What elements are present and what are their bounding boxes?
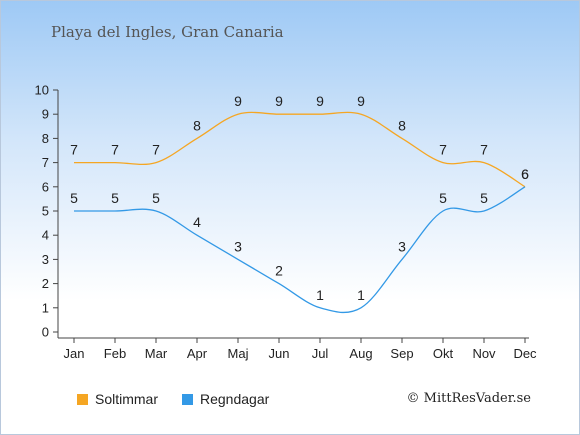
x-tick-label: Maj	[228, 346, 249, 361]
data-label-soltimmar: 6	[521, 166, 529, 182]
x-tick-label: Apr	[187, 346, 208, 361]
x-tick-label: Nov	[472, 346, 496, 361]
y-tick-label: 5	[42, 204, 49, 219]
chart-title: Playa del Ingles, Gran Canaria	[51, 23, 284, 41]
data-label-regndagar: 5	[439, 190, 447, 206]
data-label-regndagar: 5	[152, 190, 160, 206]
y-tick-label: 6	[42, 179, 49, 194]
x-tick-label: Aug	[349, 346, 372, 361]
data-label-soltimmar: 7	[480, 142, 488, 158]
data-label-regndagar: 5	[111, 190, 119, 206]
y-tick-label: 3	[42, 252, 49, 267]
data-label-soltimmar: 9	[357, 93, 365, 109]
x-tick-label: Sep	[390, 346, 413, 361]
data-label-soltimmar: 7	[439, 142, 447, 158]
credit-text: © MittResVader.se	[406, 391, 531, 406]
x-tick-label: Jan	[64, 346, 85, 361]
y-tick-label: 9	[42, 107, 49, 122]
legend-label-regndagar: Regndagar	[200, 391, 270, 407]
data-label-soltimmar: 7	[111, 142, 119, 158]
data-label-soltimmar: 8	[398, 117, 406, 133]
y-tick-label: 7	[42, 155, 49, 170]
data-label-soltimmar: 9	[275, 93, 283, 109]
legend-swatch-regndagar	[182, 393, 193, 405]
data-label-soltimmar: 7	[152, 142, 160, 158]
data-label-soltimmar: 9	[234, 93, 242, 109]
x-tick-label: Feb	[104, 346, 126, 361]
data-label-regndagar: 3	[234, 238, 242, 254]
data-label-regndagar: 1	[316, 287, 324, 303]
series-line-regndagar	[73, 186, 526, 314]
y-tick-label: 1	[42, 300, 49, 315]
legend-item-regndagar: Regndagar	[182, 391, 269, 407]
x-tick-label: Jun	[269, 346, 290, 361]
y-tick-label: 2	[42, 276, 49, 291]
x-tick-label: Dec	[513, 346, 537, 361]
y-tick-label: 10	[35, 83, 49, 98]
y-tick-label: 0	[42, 325, 49, 340]
x-tick-label: Okt	[433, 346, 454, 361]
x-tick-label: Jul	[312, 346, 329, 361]
data-label-regndagar: 1	[357, 287, 365, 303]
data-label-soltimmar: 7	[70, 142, 78, 158]
data-label-regndagar: 6	[521, 166, 529, 182]
x-tick-label: Mar	[145, 346, 168, 361]
y-tick-label: 8	[42, 131, 49, 146]
data-label-regndagar: 2	[275, 263, 283, 279]
data-label-regndagar: 3	[398, 238, 406, 254]
legend-swatch-soltimmar	[77, 393, 88, 405]
legend-label-soltimmar: Soltimmar	[95, 391, 159, 407]
data-label-regndagar: 5	[480, 190, 488, 206]
data-label-regndagar: 5	[70, 190, 78, 206]
series-line-soltimmar	[74, 111, 526, 188]
data-label-soltimmar: 9	[316, 93, 324, 109]
data-label-soltimmar: 8	[193, 117, 201, 133]
data-label-regndagar: 4	[193, 214, 201, 230]
legend-item-soltimmar: Soltimmar	[77, 391, 158, 407]
y-tick-label: 4	[42, 228, 49, 243]
